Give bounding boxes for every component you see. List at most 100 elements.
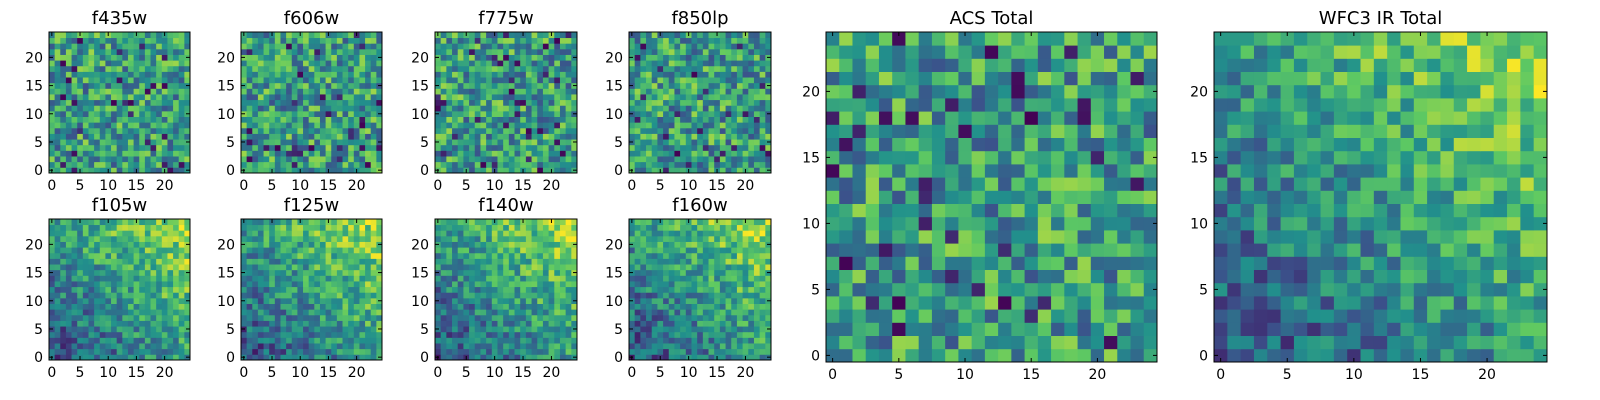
heatmap-cell	[246, 43, 253, 50]
heatmap-cell	[657, 297, 664, 304]
heatmap-cell	[565, 269, 572, 276]
heatmap-cell	[348, 264, 355, 271]
heatmap-cell	[640, 275, 647, 282]
heatmap-cell	[184, 337, 191, 344]
heatmap-cell	[353, 71, 360, 78]
heatmap-cell	[246, 269, 253, 276]
heatmap-cell	[520, 60, 527, 67]
heatmap-cell	[503, 331, 510, 338]
heatmap-cell	[348, 309, 355, 316]
heatmap-cell	[457, 105, 464, 112]
heatmap-cell	[246, 264, 253, 271]
heatmap-cell	[457, 37, 464, 44]
heatmap-cell	[457, 348, 464, 355]
heatmap-cell	[548, 241, 555, 248]
heatmap-cell	[257, 144, 264, 151]
heatmap-cell	[291, 297, 298, 304]
heatmap-cell	[303, 309, 310, 316]
heatmap-cell	[691, 150, 698, 157]
heatmap-cell	[77, 150, 84, 157]
heatmap-cell	[105, 348, 112, 355]
heatmap-cell	[173, 65, 180, 72]
heatmap-cell	[54, 235, 61, 242]
heatmap-cell	[269, 139, 276, 146]
heatmap-cell	[178, 122, 185, 129]
heatmap-cell	[370, 144, 377, 151]
heatmap-cell	[748, 133, 755, 140]
heatmap-cell	[646, 71, 653, 78]
heatmap-cell	[446, 247, 453, 254]
heatmap-cell	[753, 127, 761, 134]
heatmap-cell	[725, 116, 732, 123]
heatmap-cell	[542, 133, 549, 140]
heatmap-cell	[184, 230, 191, 237]
heatmap-cell	[446, 235, 453, 242]
heatmap-cell	[82, 269, 89, 276]
heatmap-cell	[571, 150, 578, 157]
heatmap-cell	[571, 275, 578, 282]
heatmap-cell	[714, 150, 721, 157]
heatmap-cell	[508, 326, 515, 333]
heatmap-cell	[144, 247, 151, 254]
heatmap-cell	[759, 37, 766, 44]
heatmap-cell	[714, 110, 721, 117]
heatmap-cell	[111, 110, 118, 117]
heatmap-cell	[319, 60, 326, 67]
heatmap-cell	[161, 343, 168, 350]
heatmap-cell	[286, 122, 293, 129]
heatmap-cell	[246, 292, 253, 299]
heatmap-cell	[736, 65, 743, 72]
heatmap-cell	[297, 286, 304, 293]
heatmap-cell	[748, 82, 755, 89]
heatmap-cell	[286, 65, 293, 72]
heatmap-cell	[663, 48, 670, 55]
heatmap-cell	[491, 77, 498, 84]
heatmap-cell	[150, 314, 157, 321]
heatmap-cell	[280, 235, 287, 242]
heatmap-cell	[111, 247, 118, 254]
heatmap-cell	[348, 37, 355, 44]
heatmap-cell	[446, 54, 453, 61]
heatmap-cell	[99, 150, 106, 157]
heatmap-cell	[150, 219, 157, 226]
heatmap-cell	[49, 264, 56, 271]
heatmap-cell	[657, 94, 664, 101]
heatmap-cell	[435, 122, 442, 129]
heatmap-cell	[525, 71, 532, 78]
heatmap-cell	[657, 54, 664, 61]
heatmap-cell	[133, 43, 140, 50]
heatmap-cell	[274, 71, 281, 78]
heatmap-cell	[167, 32, 174, 39]
heatmap-cell	[742, 88, 749, 95]
heatmap-cell	[348, 139, 355, 146]
heatmap-cell	[657, 343, 664, 350]
heatmap-cell	[640, 144, 647, 151]
heatmap-cell	[308, 326, 315, 333]
heatmap-cell	[731, 37, 738, 44]
heatmap-cell	[241, 348, 248, 355]
heatmap-cell	[336, 43, 343, 50]
heatmap-cell	[263, 230, 270, 237]
heatmap-cell	[480, 281, 487, 288]
heatmap-cell	[452, 281, 459, 288]
heatmap-cell	[537, 139, 544, 146]
heatmap-cell	[508, 235, 515, 242]
heatmap-cell	[370, 247, 377, 254]
heatmap-cell	[71, 88, 78, 95]
heatmap-cell	[49, 150, 56, 157]
heatmap-cell	[440, 161, 447, 168]
heatmap-cell	[753, 303, 761, 310]
heatmap-cell	[748, 292, 755, 299]
heatmap-cell	[291, 94, 298, 101]
heatmap-cell	[122, 99, 129, 106]
heatmap-cell	[474, 105, 481, 112]
heatmap-cell	[246, 60, 253, 67]
heatmap-cell	[167, 60, 174, 67]
heatmap-cell	[508, 82, 515, 89]
heatmap-cell	[178, 275, 185, 282]
panel-title: f850lp	[671, 8, 728, 29]
heatmap-cell	[331, 224, 338, 231]
heatmap-cell	[497, 314, 504, 321]
heatmap-cell	[765, 37, 772, 44]
heatmap-cell	[559, 247, 567, 254]
